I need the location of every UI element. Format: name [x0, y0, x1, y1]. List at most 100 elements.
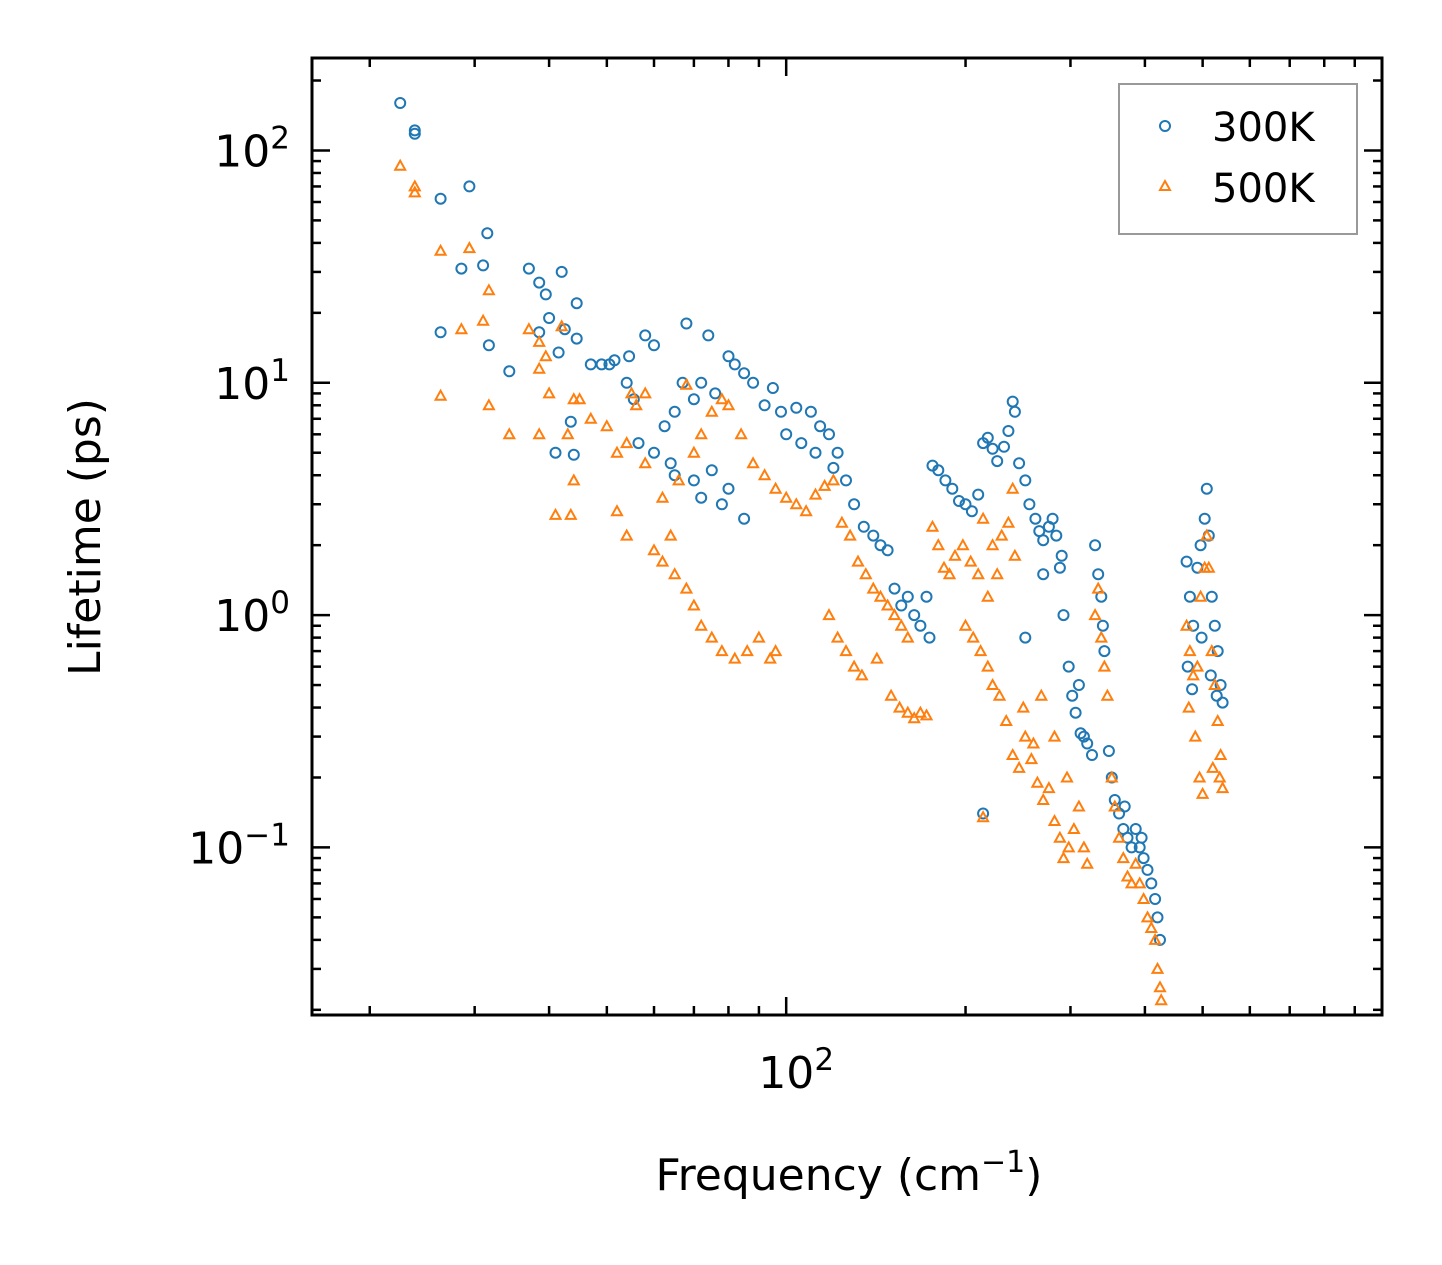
point-500k: [1213, 770, 1227, 783]
point-500k: [1042, 781, 1056, 794]
point-500k: [1140, 910, 1155, 923]
point-500k: [859, 567, 873, 580]
point-300k: [986, 442, 999, 455]
point-500k: [757, 468, 772, 481]
point-300k: [722, 482, 735, 495]
point-500k: [1192, 770, 1207, 783]
point-500k: [1195, 786, 1210, 799]
point-500k: [913, 705, 928, 718]
point-500k: [964, 554, 978, 567]
point-300k: [998, 440, 1010, 453]
point-300k: [709, 387, 722, 400]
point-500k: [561, 427, 575, 440]
point-500k: [1193, 589, 1208, 602]
point-300k: [790, 401, 803, 414]
point-500k: [1067, 821, 1081, 834]
point-300k: [895, 599, 908, 612]
point-300k: [394, 97, 407, 109]
point-300k: [901, 590, 914, 603]
point-300k: [1151, 911, 1164, 924]
legend-marker-300k: [1159, 120, 1171, 132]
point-300k: [1096, 619, 1109, 632]
point-300k: [664, 457, 677, 470]
point-300k: [1149, 893, 1162, 905]
point-300k: [555, 265, 568, 278]
point-500k: [694, 618, 708, 631]
tick-labels: 102 101 100 10−1 102: [188, 120, 834, 1099]
point-500k: [1018, 729, 1032, 742]
point-300k: [1019, 631, 1032, 644]
point-300k: [668, 405, 681, 418]
point-300k: [623, 350, 636, 363]
point-500k: [1047, 813, 1062, 826]
point-500k: [1129, 856, 1143, 869]
point-500k: [1202, 560, 1216, 573]
point-500k: [976, 511, 990, 524]
point-500k: [620, 528, 634, 541]
point-500k: [937, 560, 951, 573]
point-500k: [482, 398, 496, 411]
point-500k: [539, 349, 553, 362]
point-300k: [702, 329, 715, 342]
point-300k: [1023, 498, 1036, 511]
point-500k: [1012, 760, 1026, 773]
point-500k: [1215, 781, 1230, 794]
point-500k: [887, 608, 902, 621]
point-500k: [973, 644, 988, 657]
point-300k: [780, 428, 793, 441]
point-500k: [548, 507, 563, 520]
point-300k: [804, 405, 817, 418]
point-500k: [789, 497, 803, 510]
point-500k: [1153, 980, 1167, 993]
point-300k: [1008, 405, 1021, 418]
x-axis-title: Frequency (cm−1): [656, 1145, 1043, 1201]
point-300k: [632, 437, 645, 450]
point-300k: [738, 512, 751, 525]
point-500k: [1036, 792, 1050, 805]
point-500k: [433, 243, 448, 256]
point-500k: [629, 398, 643, 411]
point-500k: [542, 386, 556, 399]
point-500k: [668, 567, 682, 580]
point-300k: [680, 317, 693, 330]
point-500k: [779, 490, 793, 503]
point-500k: [1108, 799, 1122, 812]
point-300k: [570, 297, 583, 310]
point-500k: [746, 456, 760, 469]
point-500k: [873, 589, 888, 602]
point-500k: [1105, 770, 1119, 783]
point-500k: [567, 473, 581, 486]
point-300k: [608, 354, 621, 367]
legend-marker-500k: [1158, 178, 1172, 191]
point-300k: [1046, 512, 1059, 525]
point-300k: [972, 488, 985, 501]
point-500k: [679, 581, 694, 594]
point-300k: [1062, 660, 1075, 673]
point-300k: [1204, 669, 1217, 682]
point-500k: [476, 313, 490, 326]
legend: 300K 500K: [1118, 83, 1358, 235]
point-500k: [1112, 830, 1126, 843]
point-500k: [1179, 618, 1194, 631]
point-500k: [768, 644, 783, 657]
point-300k: [981, 431, 994, 444]
point-300k: [695, 491, 708, 504]
point-300k: [463, 180, 476, 193]
data-points: [393, 97, 1230, 1006]
point-300k: [482, 339, 495, 352]
point-300k: [1129, 823, 1142, 835]
point-300k: [775, 405, 787, 418]
point-300k: [1208, 619, 1221, 632]
point-500k: [1100, 688, 1115, 701]
point-500k: [1006, 747, 1020, 760]
point-300k: [795, 437, 808, 450]
point-500k: [1188, 729, 1202, 742]
point-500k: [999, 713, 1013, 726]
point-500k: [620, 436, 634, 449]
point-500k: [610, 445, 624, 458]
point-500k: [393, 158, 407, 171]
point-300k: [648, 339, 660, 352]
point-500k: [971, 567, 985, 580]
point-500k: [1016, 700, 1030, 713]
point-500k: [1006, 481, 1020, 494]
